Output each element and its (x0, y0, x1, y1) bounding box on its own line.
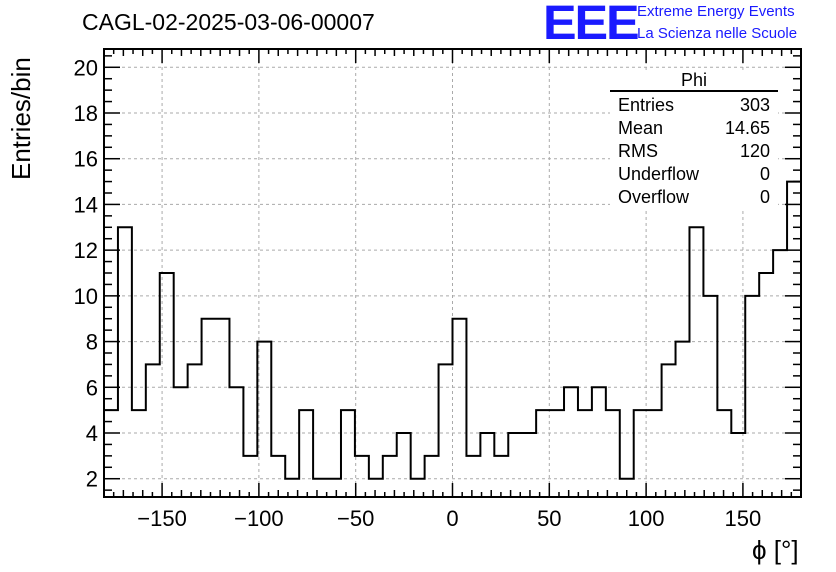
stats-label: Overflow (618, 187, 690, 207)
stats-title: Phi (610, 70, 778, 92)
x-tick-label: −50 (337, 506, 374, 531)
y-axis-label: Entries/bin (6, 57, 36, 180)
tick-labels: −150 −100 −50 0 50 100 150 2 4 6 8 10 12 14 16 18 20 (74, 55, 762, 531)
eee-logo: EEE (543, 0, 640, 50)
y-tick-label: 20 (74, 55, 98, 80)
x-tick-label: −100 (234, 506, 284, 531)
stats-row-entries: Entries 303 (610, 94, 778, 117)
stats-value: 14.65 (724, 118, 770, 138)
stats-box: Phi Entries 303 Mean 14.65 RMS 120 Under… (610, 70, 778, 209)
y-tick-label: 18 (74, 101, 98, 126)
stats-value: 0 (759, 187, 770, 207)
stats-value: 0 (759, 164, 770, 184)
histogram-line (104, 180, 801, 480)
stats-label: Mean (618, 118, 664, 138)
y-tick-label: 14 (74, 192, 98, 217)
plot-frame (103, 48, 802, 498)
y-tick-label: 10 (74, 284, 98, 309)
logo-text-line1: Extreme Energy Events (637, 3, 795, 20)
logo-text-line2: La Scienza nelle Scuole (637, 25, 798, 42)
stats-label: Entries (618, 95, 675, 115)
stats-row-underflow: Underflow 0 (610, 163, 778, 186)
stats-label: RMS (618, 141, 658, 161)
stats-label: Underflow (618, 164, 700, 184)
y-tick-label: 6 (86, 375, 98, 400)
y-tick-label: 4 (86, 421, 98, 446)
stats-row-overflow: Overflow 0 (610, 186, 778, 209)
stats-row-mean: Mean 14.65 (610, 117, 778, 140)
x-tick-label: 50 (537, 506, 561, 531)
axis-ticks (104, 49, 801, 497)
y-tick-label: 2 (86, 467, 98, 492)
y-tick-label: 16 (74, 147, 98, 172)
x-axis-label: ϕ [°] (752, 535, 799, 565)
y-tick-label: 8 (86, 330, 98, 355)
chart-title: CAGL-02-2025-03-06-00007 (82, 9, 375, 35)
stats-row-rms: RMS 120 (610, 140, 778, 163)
x-tick-label: 0 (446, 506, 458, 531)
y-tick-label: 12 (74, 238, 98, 263)
x-tick-label: −150 (137, 506, 187, 531)
x-tick-label: 150 (725, 506, 762, 531)
stats-value: 120 (739, 141, 770, 161)
x-tick-label: 100 (628, 506, 665, 531)
stats-value: 303 (739, 95, 770, 115)
